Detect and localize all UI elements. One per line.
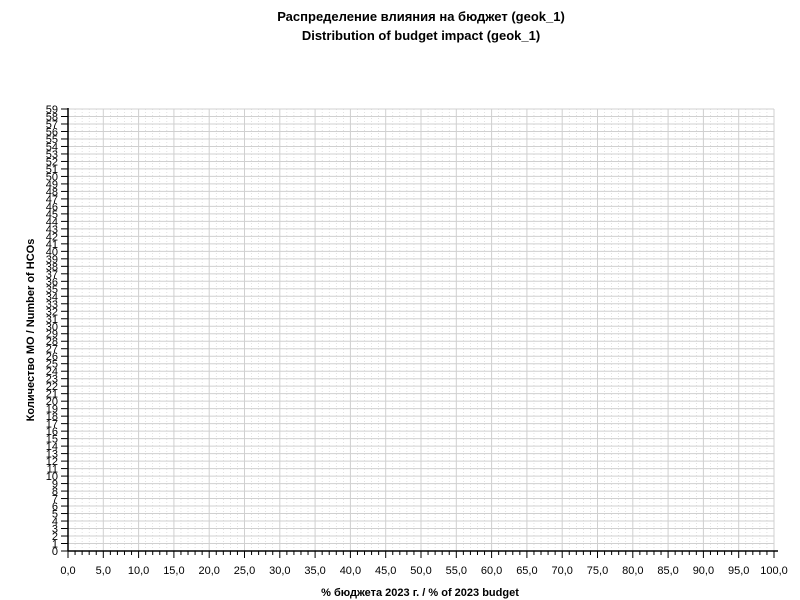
y-tick-label: 2 bbox=[52, 531, 58, 543]
y-tick-label: 59 bbox=[46, 104, 58, 116]
y-tick-label: 34 bbox=[46, 291, 58, 303]
x-tick-label: 30,0 bbox=[269, 565, 290, 577]
y-tick-label: 32 bbox=[46, 306, 58, 318]
y-tick-label: 21 bbox=[46, 389, 58, 401]
x-tick-label: 75,0 bbox=[587, 565, 608, 577]
x-tick-label: 10,0 bbox=[128, 565, 149, 577]
y-tick-label: 17 bbox=[46, 419, 58, 431]
x-tick-label: 25,0 bbox=[234, 565, 255, 577]
y-tick-label: 44 bbox=[46, 216, 58, 228]
y-tick-label: 6 bbox=[52, 501, 58, 513]
y-tick-label: 35 bbox=[46, 284, 58, 296]
y-tick-label: 11 bbox=[47, 464, 58, 476]
y-tick-label: 16 bbox=[46, 426, 58, 438]
y-tick-label: 42 bbox=[46, 231, 58, 243]
y-tick-label: 22 bbox=[46, 381, 58, 393]
y-tick-label: 57 bbox=[46, 119, 58, 131]
x-tick-label: 100,0 bbox=[760, 565, 788, 577]
x-tick-label: 85,0 bbox=[657, 565, 678, 577]
y-tick-label: 3 bbox=[52, 524, 58, 536]
x-tick-label: 60,0 bbox=[481, 565, 502, 577]
y-tick-label: 47 bbox=[46, 194, 58, 206]
y-tick-label: 19 bbox=[46, 404, 58, 416]
y-tick-label: 20 bbox=[46, 396, 58, 408]
y-tick-label: 28 bbox=[46, 336, 58, 348]
x-axis-ticks: 0,0 5,0 10,0 15,0 20,0 25,0 30,0 35,0 40,0 45,0 50… bbox=[60, 551, 788, 577]
x-tick-label: 20,0 bbox=[198, 565, 219, 577]
y-tick-label: 14 bbox=[46, 441, 58, 453]
y-tick-label: 37 bbox=[46, 269, 58, 281]
y-tick-label: 9 bbox=[52, 479, 58, 491]
x-tick-label: 95,0 bbox=[728, 565, 749, 577]
y-tick-label: 12 bbox=[46, 456, 58, 468]
y-tick-label: 27 bbox=[46, 344, 58, 356]
axes bbox=[67, 108, 778, 552]
y-tick-label: 33 bbox=[46, 299, 58, 311]
x-tick-label: 90,0 bbox=[693, 565, 714, 577]
y-tick-label: 4 bbox=[52, 516, 58, 528]
y-tick-label: 45 bbox=[46, 209, 58, 221]
y-tick-label: 29 bbox=[46, 329, 58, 341]
y-tick-label: 50 bbox=[46, 171, 58, 183]
y-tick-label: 13 bbox=[46, 449, 58, 461]
y-tick-label: 24 bbox=[46, 366, 58, 378]
y-tick-label: 52 bbox=[46, 156, 58, 168]
y-tick-label: 15 bbox=[46, 434, 58, 446]
y-tick-label: 41 bbox=[46, 239, 58, 251]
y-axis-ticks: 0123456789101112131415161718192021222324… bbox=[46, 104, 68, 558]
x-tick-label: 40,0 bbox=[340, 565, 361, 577]
y-tick-label: 38 bbox=[46, 261, 58, 273]
x-tick-label: 50,0 bbox=[410, 565, 431, 577]
x-tick-label: 35,0 bbox=[304, 565, 325, 577]
x-axis-label: % бюджета 2023 г. / % of 2023 budget bbox=[321, 587, 519, 599]
x-tick-label: 45,0 bbox=[375, 565, 396, 577]
y-tick-label: 53 bbox=[46, 149, 58, 161]
y-tick-label: 46 bbox=[46, 201, 58, 213]
chart-subtitle: Distribution of budget impact (geok_1) bbox=[301, 28, 541, 43]
y-tick-label: 36 bbox=[46, 276, 58, 288]
y-tick-label: 51 bbox=[46, 164, 58, 176]
y-tick-label: 25 bbox=[46, 359, 58, 371]
y-tick-label: 10 bbox=[46, 471, 58, 483]
y-tick-label: 23 bbox=[46, 374, 58, 386]
y-tick-label: 56 bbox=[46, 126, 58, 138]
y-tick-label: 55 bbox=[46, 134, 58, 146]
y-tick-label: 18 bbox=[46, 411, 58, 423]
y-tick-label: 58 bbox=[46, 111, 58, 123]
y-tick-label: 39 bbox=[46, 254, 58, 266]
x-tick-label: 5,0 bbox=[96, 565, 111, 577]
y-tick-label: 7 bbox=[52, 494, 58, 506]
x-tick-label: 65,0 bbox=[516, 565, 537, 577]
y-tick-label: 26 bbox=[46, 351, 58, 363]
y-tick-label: 48 bbox=[46, 186, 58, 198]
y-tick-label: 43 bbox=[46, 224, 58, 236]
y-tick-label: 49 bbox=[46, 179, 58, 191]
y-tick-label: 1 bbox=[52, 539, 58, 551]
y-tick-label: 30 bbox=[46, 321, 58, 333]
y-tick-label: 5 bbox=[52, 509, 58, 521]
y-tick-label: 40 bbox=[46, 246, 58, 258]
y-tick-label: 0 bbox=[52, 546, 58, 558]
y-axis-label: Количество МО / Number of HCOs bbox=[25, 239, 37, 422]
x-tick-label: 70,0 bbox=[551, 565, 572, 577]
chart-title: Распределение влияния на бюджет (geok_1) bbox=[277, 9, 565, 24]
gridlines bbox=[67, 108, 775, 552]
y-tick-label: 54 bbox=[46, 141, 58, 153]
x-tick-label: 55,0 bbox=[446, 565, 467, 577]
x-tick-label: 80,0 bbox=[622, 565, 643, 577]
x-tick-label: 0,0 bbox=[60, 565, 75, 577]
y-tick-label: 31 bbox=[46, 314, 58, 326]
y-tick-label: 8 bbox=[52, 486, 58, 498]
x-tick-label: 15,0 bbox=[163, 565, 184, 577]
